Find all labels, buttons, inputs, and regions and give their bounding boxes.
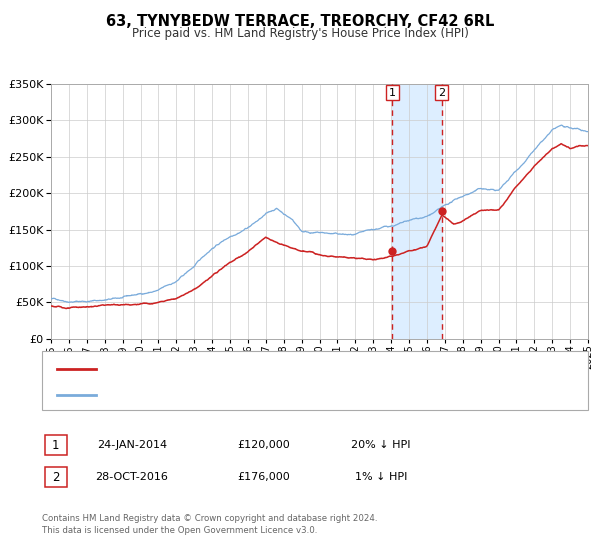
Text: 1% ↓ HPI: 1% ↓ HPI [355,472,407,482]
Text: Price paid vs. HM Land Registry's House Price Index (HPI): Price paid vs. HM Land Registry's House … [131,27,469,40]
Text: 1: 1 [389,87,396,97]
Text: Contains HM Land Registry data © Crown copyright and database right 2024.: Contains HM Land Registry data © Crown c… [42,514,377,523]
Text: £176,000: £176,000 [238,472,290,482]
Text: 63, TYNYBEDW TERRACE, TREORCHY, CF42 6RL: 63, TYNYBEDW TERRACE, TREORCHY, CF42 6RL [106,14,494,29]
Text: 28-OCT-2016: 28-OCT-2016 [95,472,169,482]
Text: 63, TYNYBEDW TERRACE, TREORCHY, CF42 6RL (detached house): 63, TYNYBEDW TERRACE, TREORCHY, CF42 6RL… [103,364,446,374]
Text: 2: 2 [438,87,445,97]
Text: This data is licensed under the Open Government Licence v3.0.: This data is licensed under the Open Gov… [42,526,317,535]
Text: 2: 2 [52,470,59,484]
Text: HPI: Average price, detached house, Rhondda Cynon Taf: HPI: Average price, detached house, Rhon… [103,390,397,400]
Text: 24-JAN-2014: 24-JAN-2014 [97,440,167,450]
Text: 20% ↓ HPI: 20% ↓ HPI [351,440,411,450]
Bar [392,84,442,339]
Text: £120,000: £120,000 [238,440,290,450]
Text: 1: 1 [52,438,59,452]
